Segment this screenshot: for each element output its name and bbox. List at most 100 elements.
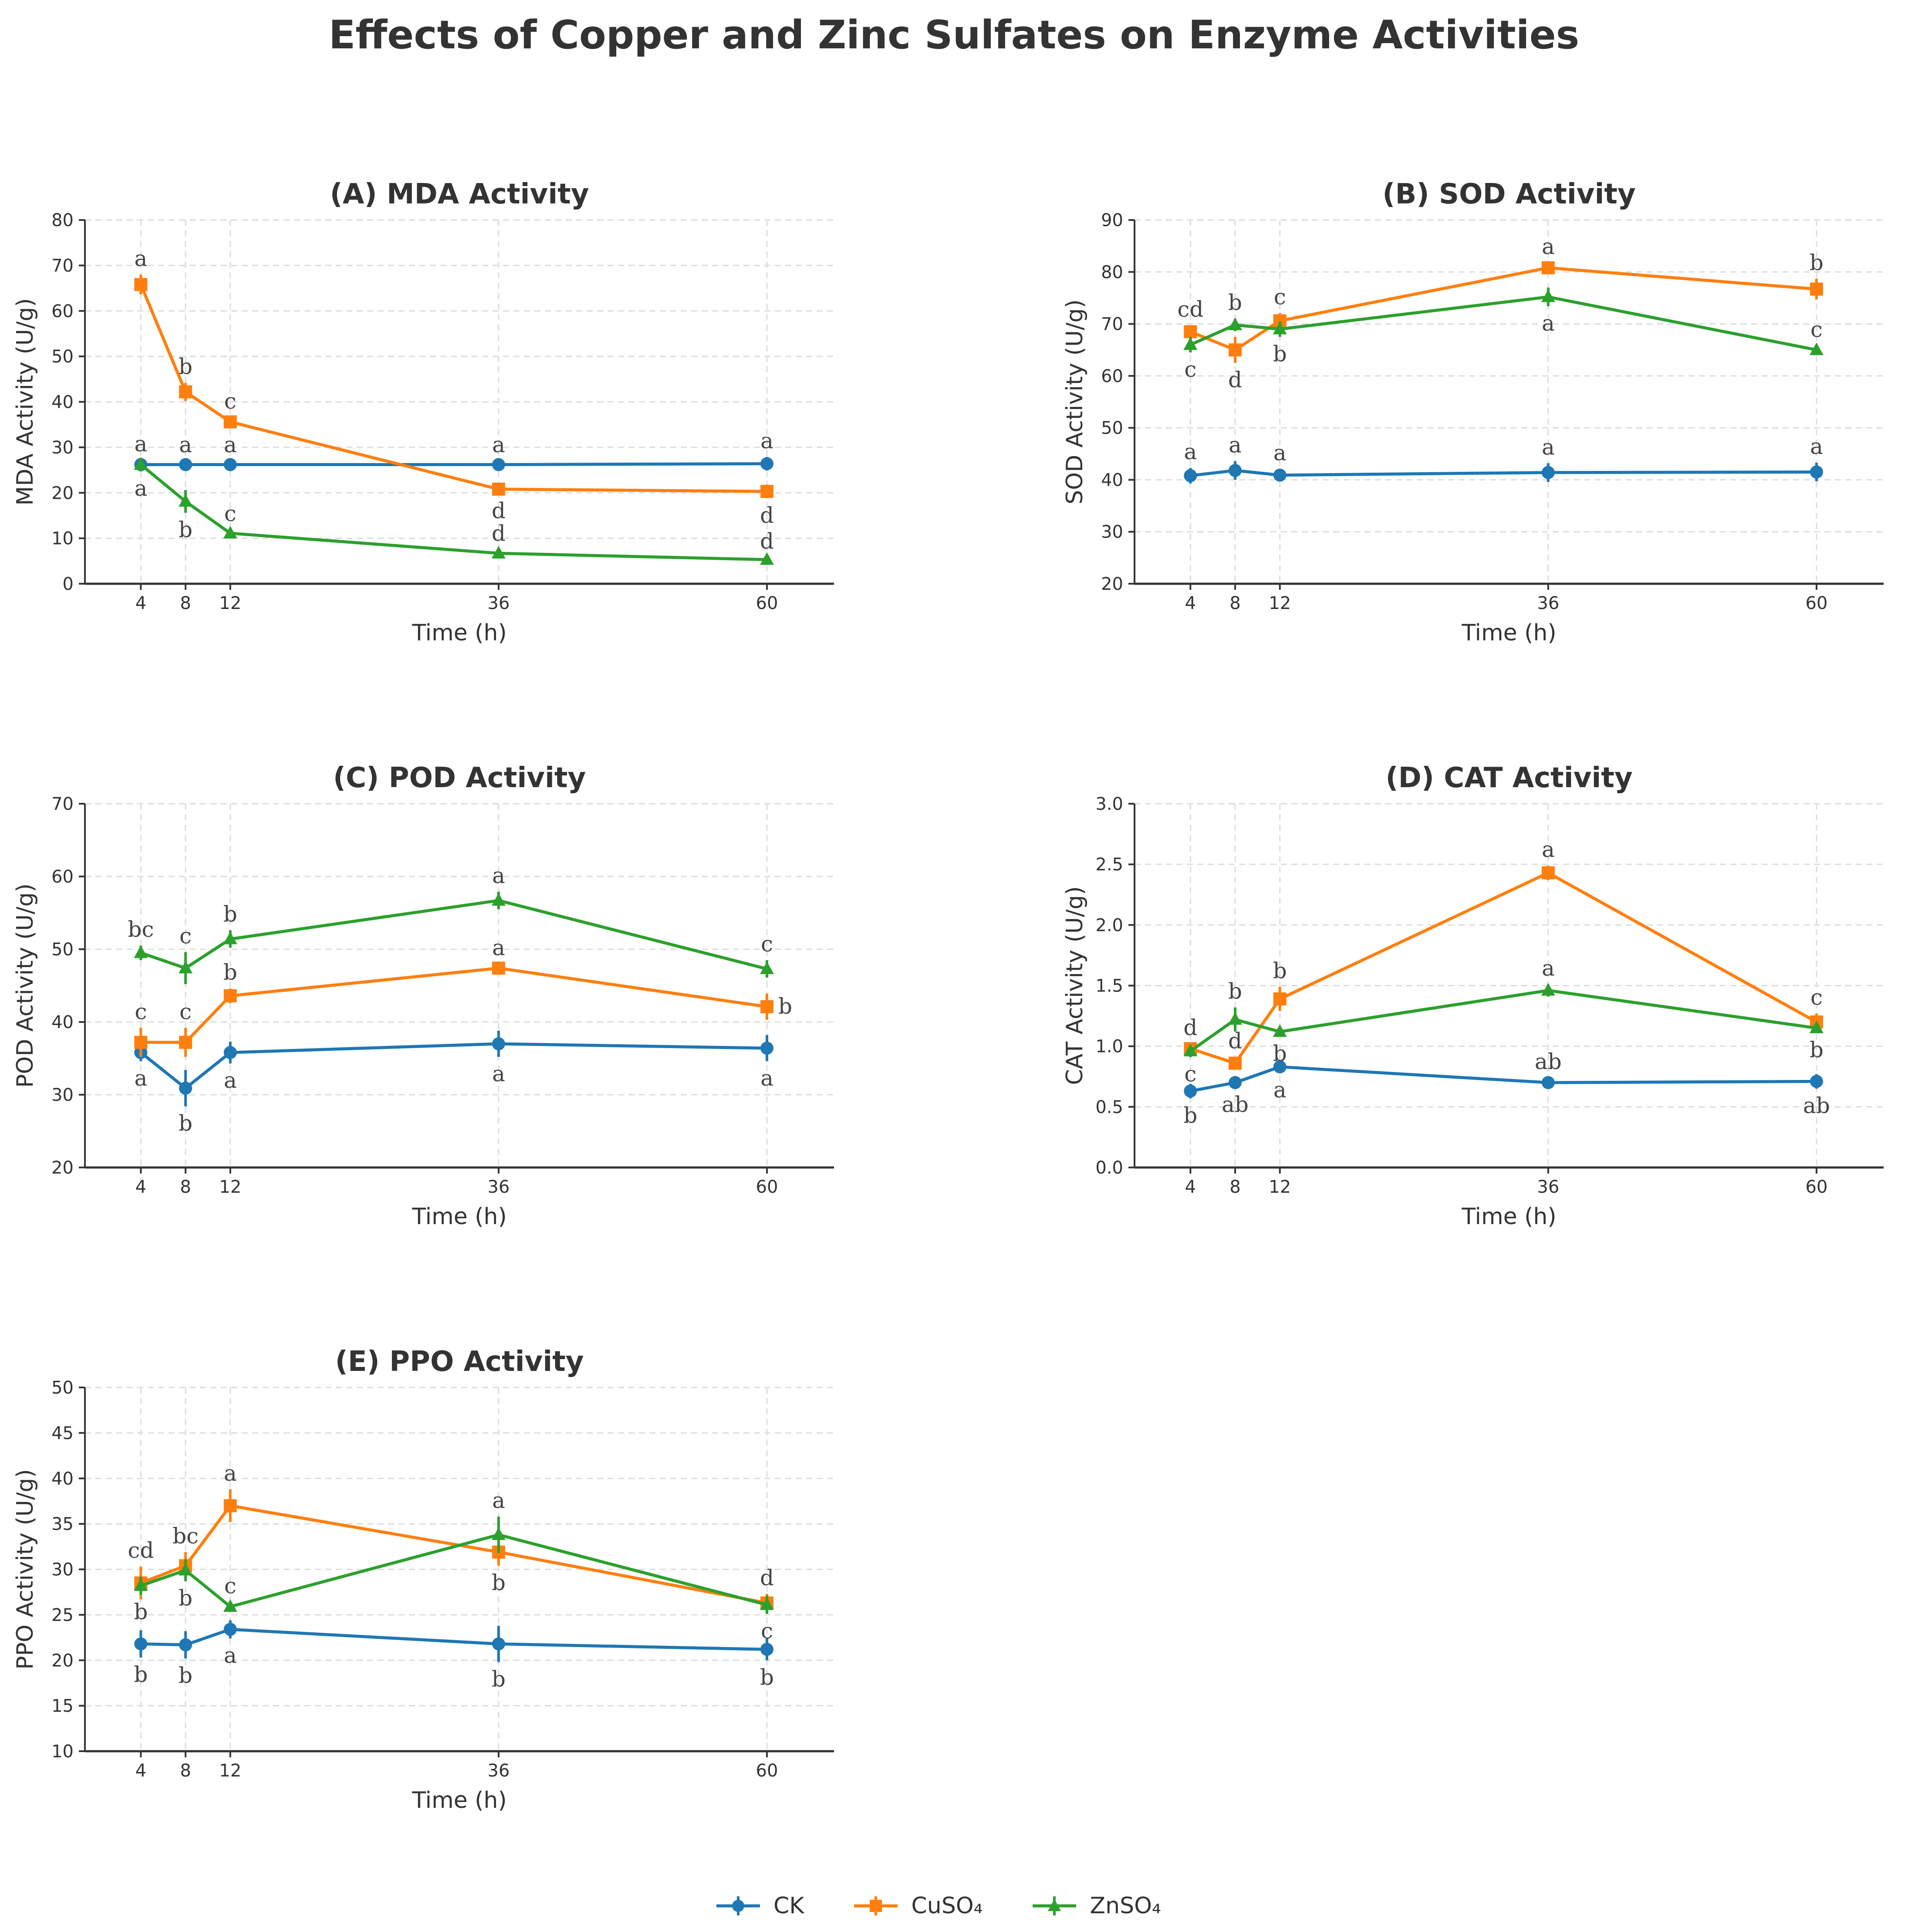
series-ck: b bab b <box>134 1620 774 1692</box>
data-point <box>760 961 774 974</box>
data-point <box>1273 321 1287 335</box>
y-tick-label: 15 <box>51 1696 74 1716</box>
legend-item-znso4: ZnSO₄ <box>1030 1893 1161 1919</box>
significance-letter: b <box>134 1599 148 1624</box>
data-point <box>760 1643 773 1656</box>
significance-letter: cd <box>1177 297 1203 322</box>
legend-label: CK <box>773 1893 804 1919</box>
data-point <box>1541 983 1555 996</box>
significance-letter: d <box>1183 1015 1197 1040</box>
y-tick-label: 2.5 <box>1095 855 1123 875</box>
y-tick-label: 1.5 <box>1095 976 1123 996</box>
data-point <box>223 1499 237 1512</box>
data-point <box>1273 1024 1287 1037</box>
y-axis-label: CAT Activity (U/g) <box>1062 886 1088 1085</box>
data-point <box>1229 464 1242 477</box>
y-axis-label: PPO Activity (U/g) <box>12 1469 38 1669</box>
significance-letter: a <box>492 1061 505 1086</box>
x-tick-label: 4 <box>1185 1177 1196 1197</box>
x-tick-label: 4 <box>135 593 146 613</box>
data-point <box>179 1081 192 1095</box>
significance-letter: a <box>492 935 505 960</box>
data-point <box>179 1035 192 1049</box>
significance-letter: a <box>492 432 505 457</box>
data-point <box>1228 1012 1243 1025</box>
significance-letter: c <box>224 389 236 414</box>
significance-letter: a <box>1184 439 1197 464</box>
legend-item-cuso4: CuSO₄ <box>852 1893 983 1919</box>
figure-title: Effects of Copper and Zinc Sulfates on E… <box>328 12 1580 58</box>
significance-letter: b <box>760 1665 774 1690</box>
y-tick-label: 80 <box>51 210 74 230</box>
significance-letter: b <box>179 1111 192 1136</box>
legend: CK CuSO₄ ZnSO₄ <box>714 1888 1209 1923</box>
significance-letter: a <box>224 432 237 457</box>
y-tick-label: 50 <box>51 347 74 367</box>
y-axis-label: MDA Activity (U/g) <box>12 298 38 505</box>
significance-letter: a <box>134 1066 147 1091</box>
y-tick-label: 60 <box>51 867 74 887</box>
significance-letter: c <box>179 999 192 1024</box>
x-tick-label: 8 <box>180 1761 191 1781</box>
y-tick-label: 60 <box>1101 366 1123 386</box>
series-cuso4: c c b a b <box>134 935 792 1057</box>
significance-letter: d <box>492 521 506 546</box>
significance-letter: a <box>134 476 147 501</box>
data-point <box>223 1046 237 1059</box>
significance-letter: d <box>760 503 774 528</box>
x-axis-label: Time (h) <box>412 1787 507 1814</box>
x-tick-label: 12 <box>1269 1177 1291 1197</box>
y-tick-label: 30 <box>51 438 74 458</box>
data-point <box>179 1563 193 1576</box>
series-znso4: bb cac <box>134 1488 774 1644</box>
data-point <box>223 1623 237 1636</box>
significance-letter: b <box>1273 1041 1287 1066</box>
significance-letter: c <box>179 924 192 949</box>
data-point <box>1810 465 1823 479</box>
x-tick-label: 60 <box>756 593 778 613</box>
x-tick-label: 8 <box>1229 593 1240 613</box>
significance-letter: b <box>223 960 237 985</box>
x-tick-label: 8 <box>1229 1177 1240 1197</box>
chart-title: (B) SOD Activity <box>1382 178 1635 210</box>
data-point <box>760 1000 773 1013</box>
chart-ppo: 10 15 20 25 30 35 40 45 50 4 8 12 36 60 (E) PPO Activi… <box>12 1346 834 1814</box>
significance-letter: c <box>1810 317 1823 342</box>
x-tick-label: 12 <box>219 593 241 613</box>
significance-letter: b <box>179 354 192 379</box>
x-tick-label: 4 <box>135 1177 146 1197</box>
y-tick-label: 50 <box>51 940 74 960</box>
significance-letter: c <box>224 1573 236 1599</box>
x-tick-label: 12 <box>1269 593 1291 613</box>
data-point <box>1184 469 1197 482</box>
data-point <box>1228 317 1243 330</box>
x-tick-label: 60 <box>756 1177 778 1197</box>
data-point <box>1541 1076 1555 1089</box>
x-axis-label: Time (h) <box>412 1204 507 1230</box>
data-point <box>223 989 237 1002</box>
x-tick-label: 36 <box>487 1761 510 1781</box>
data-point <box>760 1597 774 1610</box>
y-tick-label: 10 <box>51 529 74 549</box>
data-point <box>492 1637 505 1651</box>
significance-letter: cd <box>128 1538 154 1563</box>
significance-letter: d <box>492 498 506 523</box>
data-point <box>179 494 193 507</box>
significance-letter: c <box>1184 1062 1196 1087</box>
significance-letter: b <box>223 902 237 927</box>
x-tick-label: 12 <box>219 1761 241 1781</box>
series-cuso4: cd d c a b <box>1177 234 1824 392</box>
significance-letter: a <box>1542 434 1555 460</box>
series-znso4: c b b a c <box>1183 288 1824 382</box>
y-axis-label: POD Activity (U/g) <box>12 883 38 1088</box>
y-tick-label: 25 <box>51 1605 74 1625</box>
significance-letter: c <box>761 1618 773 1644</box>
significance-letter: a <box>492 1488 505 1513</box>
y-tick-label: 35 <box>51 1514 74 1534</box>
y-tick-label: 2.0 <box>1095 915 1123 935</box>
significance-letter: ab <box>1535 1049 1562 1074</box>
